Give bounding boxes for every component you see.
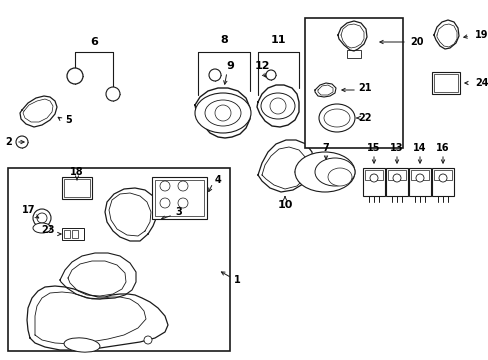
- Circle shape: [160, 198, 170, 208]
- Text: 7: 7: [322, 143, 329, 153]
- Bar: [385, 168, 407, 196]
- Circle shape: [208, 69, 221, 81]
- Bar: [431, 168, 453, 196]
- Bar: [64, 230, 70, 238]
- Ellipse shape: [37, 213, 47, 223]
- Circle shape: [67, 68, 83, 84]
- Text: 16: 16: [435, 143, 449, 153]
- Text: 3: 3: [175, 207, 182, 217]
- Text: 10: 10: [277, 200, 292, 210]
- Bar: [62, 177, 92, 199]
- Text: 5: 5: [65, 115, 72, 125]
- Bar: [8, 168, 229, 351]
- Ellipse shape: [269, 98, 285, 114]
- Bar: [362, 168, 384, 196]
- Circle shape: [178, 198, 187, 208]
- Ellipse shape: [64, 338, 100, 352]
- Circle shape: [143, 336, 152, 344]
- Text: 23: 23: [41, 225, 55, 235]
- Text: 2: 2: [5, 137, 12, 147]
- Text: 9: 9: [225, 61, 233, 71]
- Circle shape: [438, 174, 446, 182]
- Text: 12: 12: [254, 61, 269, 71]
- Text: 17: 17: [22, 205, 36, 215]
- Bar: [410, 170, 428, 180]
- Circle shape: [392, 174, 400, 182]
- Text: 11: 11: [270, 35, 285, 45]
- Ellipse shape: [318, 104, 354, 132]
- Bar: [433, 170, 451, 180]
- Bar: [305, 18, 402, 148]
- Text: 21: 21: [358, 83, 371, 93]
- Ellipse shape: [215, 105, 230, 121]
- Text: 18: 18: [70, 167, 83, 177]
- Text: 13: 13: [389, 143, 403, 153]
- Ellipse shape: [314, 158, 354, 186]
- Text: 22: 22: [358, 113, 371, 123]
- Circle shape: [369, 174, 377, 182]
- Text: 24: 24: [474, 78, 488, 88]
- Bar: [346, 50, 360, 58]
- Circle shape: [160, 181, 170, 191]
- Ellipse shape: [261, 93, 294, 119]
- Text: 14: 14: [412, 143, 426, 153]
- Ellipse shape: [33, 209, 51, 227]
- Ellipse shape: [195, 93, 250, 133]
- Circle shape: [178, 181, 187, 191]
- Ellipse shape: [33, 223, 51, 233]
- Text: 20: 20: [409, 37, 423, 47]
- Bar: [431, 72, 459, 94]
- Ellipse shape: [204, 100, 241, 126]
- Circle shape: [415, 174, 423, 182]
- Bar: [62, 228, 84, 240]
- Ellipse shape: [327, 168, 351, 186]
- Ellipse shape: [294, 152, 354, 192]
- Text: 19: 19: [474, 30, 488, 40]
- Circle shape: [265, 70, 275, 80]
- Bar: [387, 170, 405, 180]
- Text: 1: 1: [234, 275, 240, 285]
- Bar: [64, 179, 90, 197]
- Text: 8: 8: [220, 35, 227, 45]
- Text: 4: 4: [215, 175, 221, 185]
- Bar: [152, 177, 206, 219]
- Circle shape: [16, 136, 28, 148]
- Bar: [408, 168, 430, 196]
- Bar: [433, 74, 457, 92]
- Bar: [155, 180, 203, 216]
- Ellipse shape: [324, 109, 349, 127]
- Bar: [364, 170, 382, 180]
- Circle shape: [106, 87, 120, 101]
- Text: 15: 15: [366, 143, 380, 153]
- Text: 6: 6: [90, 37, 98, 47]
- Bar: [72, 230, 78, 238]
